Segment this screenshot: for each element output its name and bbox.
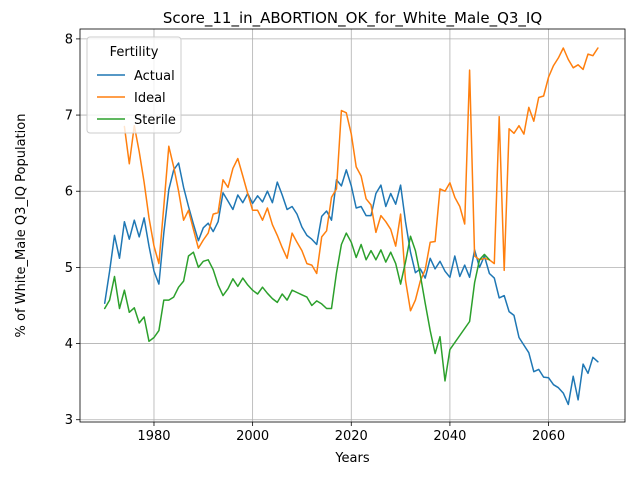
y-tick-label: 4 — [65, 337, 73, 352]
gridlines — [80, 29, 625, 422]
y-tick-label: 3 — [65, 413, 73, 428]
y-tick-label: 8 — [65, 32, 73, 47]
y-axis-ticks: 3 4 5 6 7 8 — [65, 32, 80, 428]
legend: Fertility Actual Ideal Sterile — [86, 36, 182, 134]
legend-title: Fertility — [110, 45, 159, 60]
x-tick-label: 2000 — [236, 429, 269, 444]
series-line-sterile — [103, 232, 491, 382]
x-tick-label: 2020 — [335, 429, 368, 444]
chart-title: Score_11_in_ABORTION_OK_for_White_Male_Q… — [163, 9, 542, 28]
legend-label-ideal: Ideal — [134, 91, 166, 106]
x-tick-label: 2040 — [433, 429, 466, 444]
x-tick-label: 2060 — [532, 429, 565, 444]
series-line-actual — [103, 162, 599, 406]
legend-label-actual: Actual — [134, 69, 175, 84]
y-tick-label: 5 — [65, 261, 73, 276]
legend-label-sterile: Sterile — [134, 113, 176, 128]
series-lines — [103, 47, 599, 406]
series-line-ideal — [123, 47, 599, 312]
legend-box — [86, 36, 182, 134]
y-tick-label: 6 — [65, 185, 73, 200]
y-tick-label: 7 — [65, 109, 73, 124]
x-axis-ticks: 1980 2000 2020 2040 2060 — [137, 422, 565, 444]
x-axis-label: Years — [334, 451, 370, 466]
plot-frame — [79, 28, 626, 423]
y-axis-label: % of White_Male Q3_IQ Population — [14, 114, 29, 338]
x-tick-label: 1980 — [137, 429, 170, 444]
